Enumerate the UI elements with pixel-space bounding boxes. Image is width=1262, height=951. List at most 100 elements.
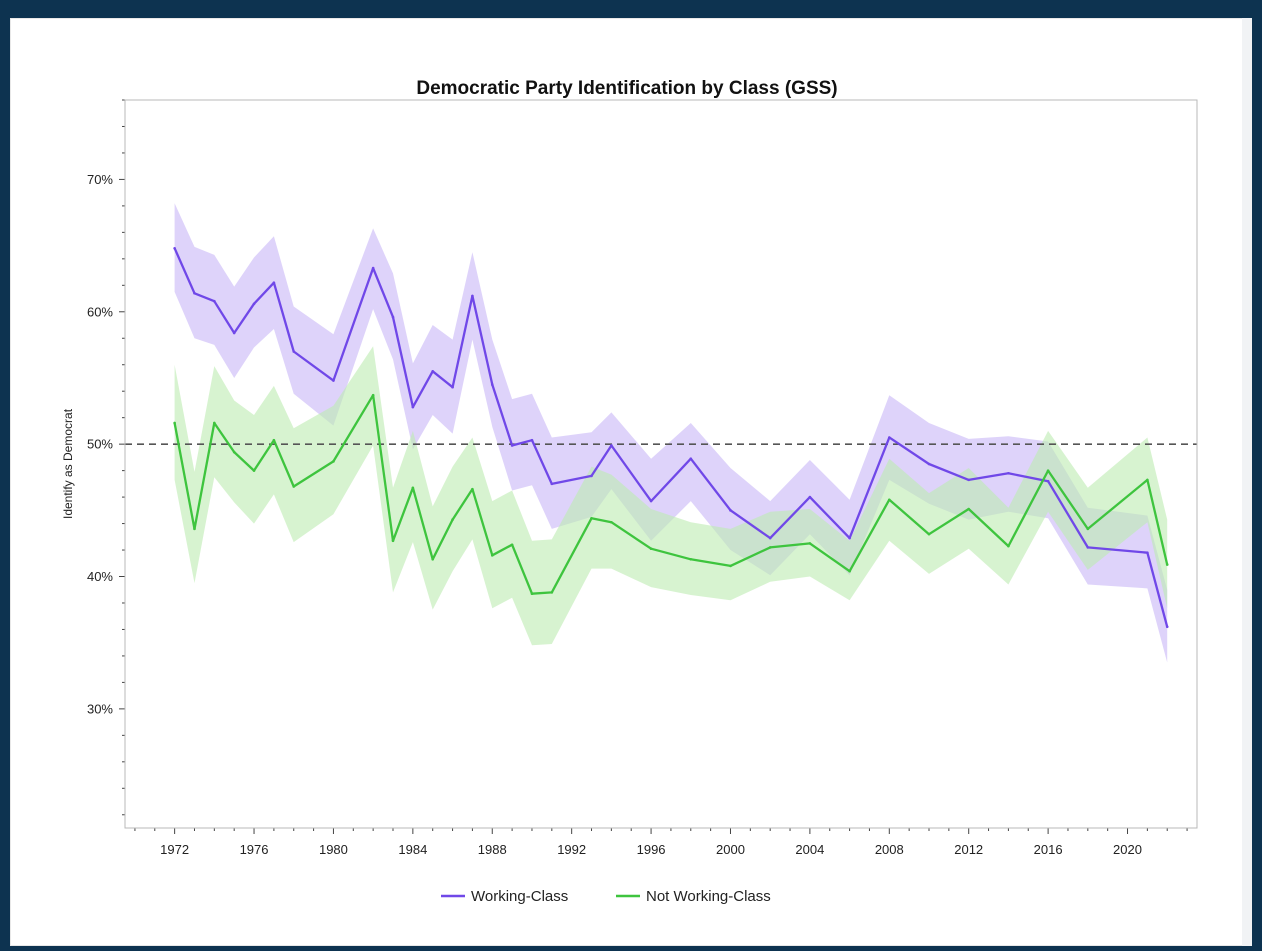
y-tick-label: 40%: [87, 569, 113, 584]
data-point-series-1: [550, 482, 554, 486]
y-tick-label: 30%: [87, 701, 113, 716]
data-point-series-2: [272, 438, 276, 442]
data-point-series-1: [451, 385, 454, 389]
data-point-series-2: [1046, 469, 1050, 472]
y-tick-label: 50%: [87, 437, 113, 452]
series-line-1: [173, 247, 1169, 628]
plot-area: 1972 1976 1980 1984 1988 1992 1996 2000 2004 2008…: [87, 99, 1197, 857]
y-axis-label: Identify as Democrat: [61, 408, 75, 519]
confidence-band-2: [174, 346, 1168, 646]
series-line-2: [173, 394, 1169, 595]
data-point-series-1: [391, 315, 395, 319]
x-tick-label: 2000: [716, 842, 745, 857]
data-point-series-2: [510, 543, 514, 547]
data-point-series-1: [1165, 625, 1169, 629]
data-point-series-2: [967, 507, 971, 511]
data-point-series-2: [371, 393, 375, 397]
data-point-series-2: [729, 564, 732, 568]
data-point-series-1: [530, 438, 534, 442]
data-point-series-2: [292, 485, 296, 488]
confidence-band-1: [174, 203, 1168, 663]
legend-label-2: Not Working-Class: [646, 888, 771, 905]
data-point-series-1: [1146, 551, 1149, 554]
x-tick-label: 2004: [795, 842, 824, 857]
data-point-series-2: [848, 569, 851, 573]
data-point-series-2: [1165, 563, 1169, 566]
data-point-series-1: [371, 266, 375, 270]
x-tick-label: 1972: [160, 842, 189, 857]
x-tick-label: 2012: [954, 842, 983, 857]
data-point-series-2: [173, 421, 176, 425]
data-point-series-2: [808, 542, 812, 545]
chart-title: Democratic Party Identification by Class…: [416, 78, 837, 99]
x-tick-label: 1976: [240, 842, 269, 857]
data-point-series-2: [213, 421, 216, 425]
data-point-series-2: [1007, 544, 1010, 548]
data-point-series-2: [252, 469, 256, 472]
data-point-series-1: [1086, 546, 1090, 549]
x-tick-label: 2020: [1113, 842, 1142, 857]
x-tick-label: 1996: [637, 842, 666, 857]
data-point-series-2: [471, 487, 474, 491]
data-point-series-1: [431, 370, 435, 373]
data-point-series-1: [213, 299, 216, 303]
data-point-series-2: [232, 450, 236, 454]
data-point-series-2: [649, 547, 653, 551]
data-point-series-2: [391, 539, 395, 543]
x-tick-label: 1992: [557, 842, 586, 857]
data-point-series-2: [1086, 527, 1090, 531]
data-point-series-2: [193, 527, 196, 531]
data-point-series-1: [808, 495, 812, 499]
frame-edge: [1242, 18, 1252, 946]
data-point-series-1: [173, 246, 176, 250]
data-point-series-2: [610, 520, 613, 524]
data-point-series-1: [848, 536, 851, 540]
x-tick-label: 1988: [478, 842, 507, 857]
data-point-series-1: [1007, 471, 1010, 475]
data-point-series-2: [927, 532, 931, 536]
data-point-series-2: [689, 558, 693, 561]
data-point-series-1: [193, 291, 196, 295]
data-point-series-1: [1046, 479, 1050, 483]
data-point-series-1: [332, 379, 335, 382]
data-point-series-1: [768, 536, 772, 540]
data-point-series-2: [768, 546, 772, 549]
data-point-series-1: [272, 281, 276, 284]
data-point-series-1: [649, 499, 653, 503]
data-point-series-1: [232, 331, 236, 335]
data-point-series-2: [530, 592, 534, 596]
slide-frame: Democratic Party Identification by Class…: [10, 18, 1252, 946]
data-point-series-2: [490, 554, 494, 557]
data-point-series-1: [887, 436, 891, 439]
plot-frame: [124, 99, 1198, 829]
data-point-series-2: [431, 558, 435, 561]
y-tick-label: 70%: [87, 172, 113, 187]
data-point-series-1: [967, 478, 971, 482]
chart: Democratic Party Identification by Class…: [61, 78, 1198, 905]
data-point-series-1: [729, 509, 732, 512]
data-point-series-1: [292, 350, 296, 353]
x-tick-label: 2016: [1034, 842, 1063, 857]
data-point-series-2: [550, 591, 554, 594]
data-point-series-1: [927, 462, 931, 466]
data-point-series-1: [490, 383, 494, 386]
data-point-series-1: [252, 302, 256, 306]
data-point-series-2: [411, 486, 415, 490]
data-point-series-1: [411, 405, 415, 409]
legend-label-1: Working-Class: [471, 888, 568, 905]
y-tick-label: 60%: [87, 304, 113, 319]
data-point-series-2: [451, 518, 454, 521]
data-point-series-2: [887, 498, 891, 502]
data-point-series-2: [332, 460, 335, 463]
data-point-series-1: [510, 444, 514, 447]
data-point-series-2: [590, 516, 593, 520]
data-point-series-2: [1146, 478, 1149, 482]
data-point-series-1: [610, 444, 613, 447]
data-point-series-1: [689, 457, 693, 461]
data-point-series-1: [590, 474, 593, 478]
x-tick-label: 2008: [875, 842, 904, 857]
data-point-series-1: [471, 294, 474, 298]
legend: Working-Class Not Working-Class: [441, 888, 771, 905]
x-tick-label: 1980: [319, 842, 348, 857]
x-tick-label: 1984: [398, 842, 427, 857]
